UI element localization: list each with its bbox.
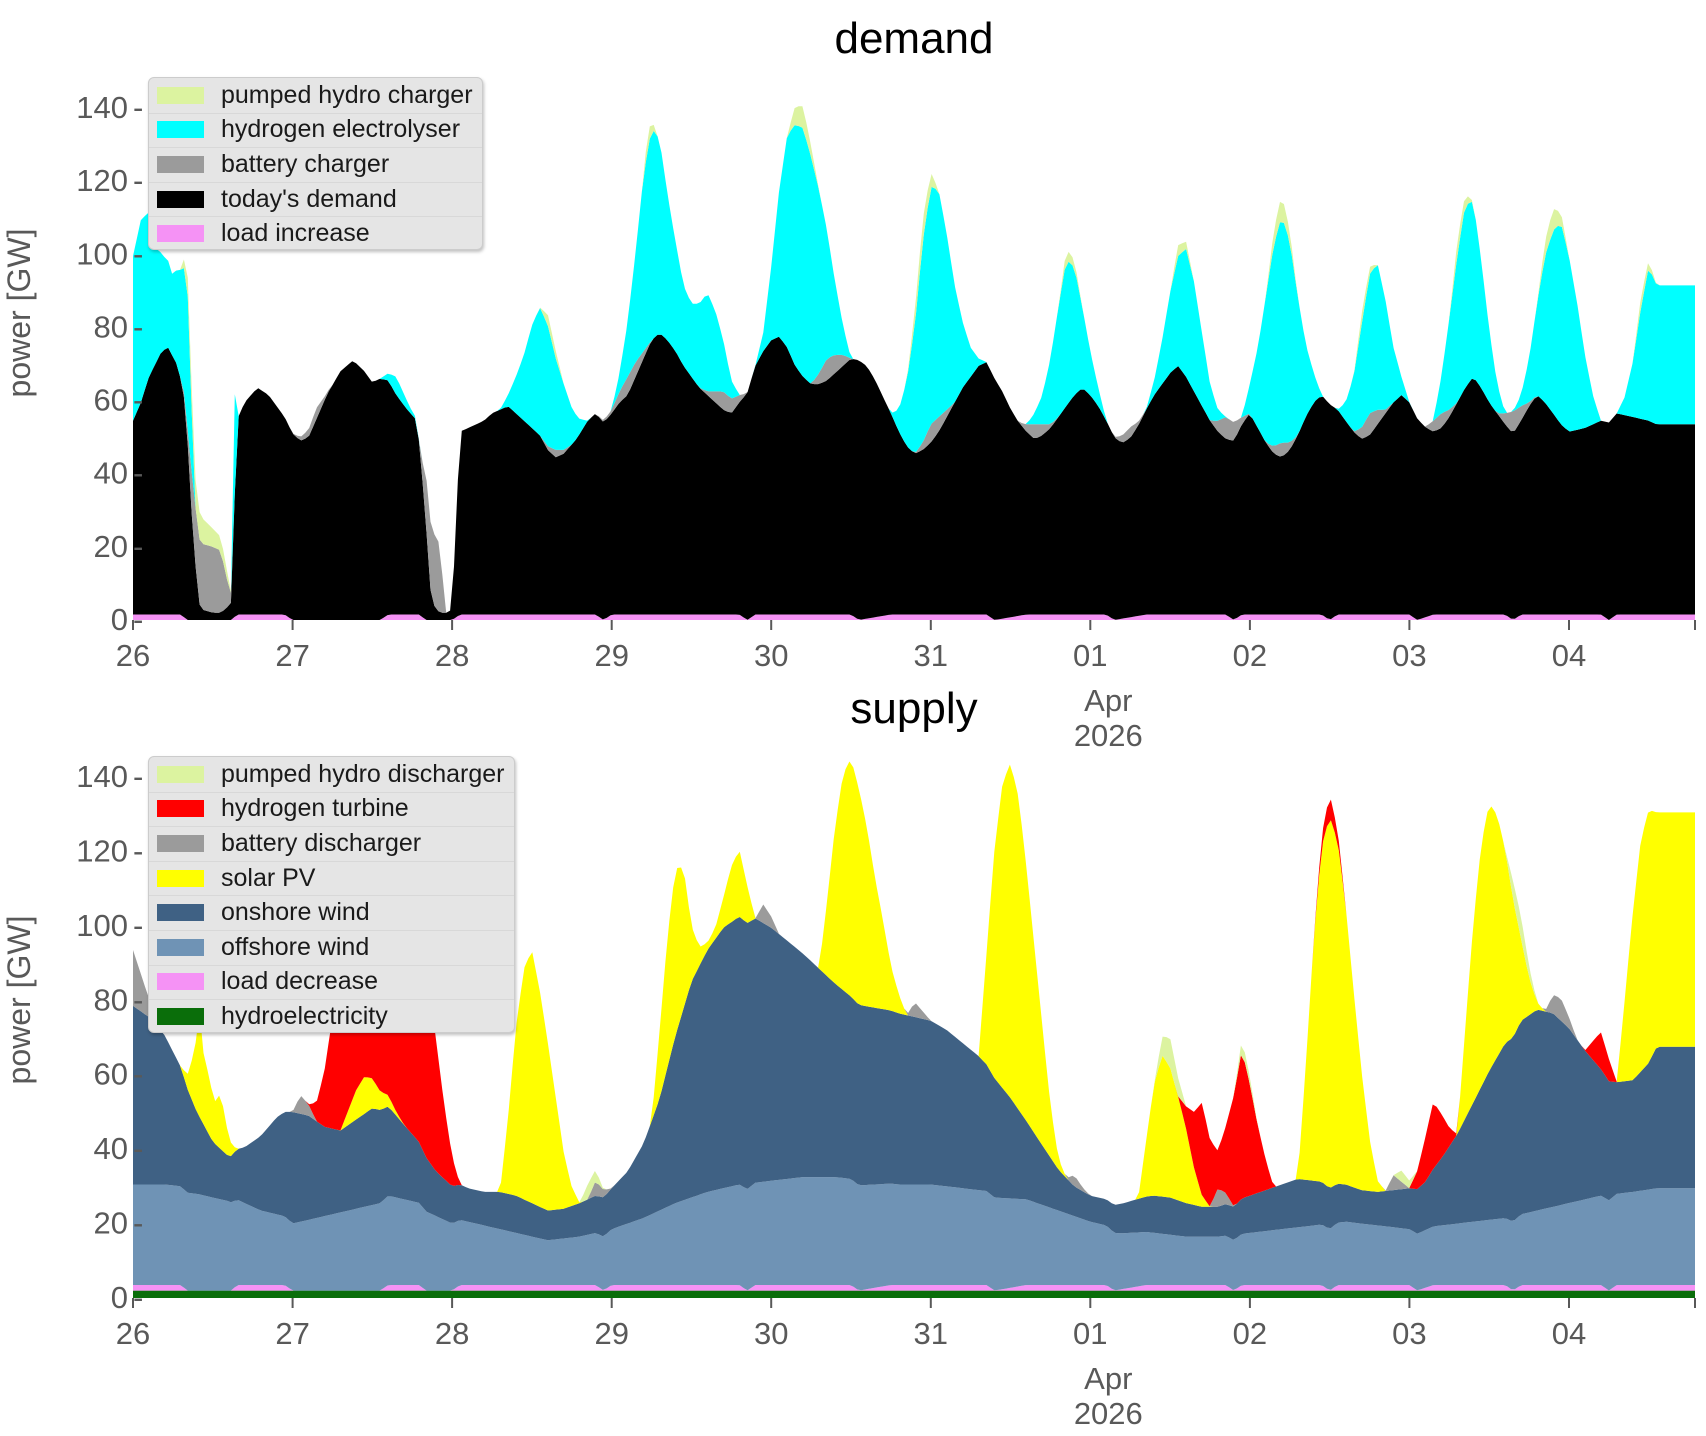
svg-text:02: 02 (1233, 1316, 1267, 1351)
svg-text:-: - (133, 529, 143, 564)
svg-text:-: - (133, 1280, 143, 1315)
svg-text:28: 28 (435, 1316, 469, 1351)
svg-text:26: 26 (116, 638, 150, 673)
svg-text:-: - (133, 1206, 143, 1241)
svg-text:04: 04 (1552, 638, 1586, 673)
svg-text:29: 29 (594, 1316, 628, 1351)
svg-text:27: 27 (275, 638, 309, 673)
svg-text:-: - (133, 456, 143, 491)
svg-text:-: - (133, 602, 143, 637)
svg-text:2026: 2026 (1074, 1396, 1143, 1431)
svg-text:Apr: Apr (1084, 1361, 1132, 1396)
svg-text:20: 20 (94, 1206, 128, 1241)
svg-text:-: - (133, 309, 143, 344)
svg-text:60: 60 (94, 383, 128, 418)
svg-text:2026: 2026 (1074, 718, 1143, 753)
svg-text:40: 40 (94, 1131, 128, 1166)
svg-text:Apr: Apr (1084, 683, 1132, 718)
svg-text:demand: demand (834, 14, 993, 63)
svg-text:120: 120 (76, 163, 128, 198)
svg-text:30: 30 (754, 638, 788, 673)
svg-text:80: 80 (94, 309, 128, 344)
svg-text:31: 31 (914, 638, 948, 673)
svg-text:-: - (133, 833, 143, 868)
svg-text:-: - (133, 759, 143, 794)
svg-text:03: 03 (1392, 1316, 1426, 1351)
svg-text:-: - (133, 383, 143, 418)
svg-text:140: 140 (76, 759, 128, 794)
svg-text:26: 26 (116, 1316, 150, 1351)
svg-text:0: 0 (111, 1280, 128, 1315)
svg-text:100: 100 (76, 908, 128, 943)
svg-text:03: 03 (1392, 638, 1426, 673)
svg-text:100: 100 (76, 236, 128, 271)
svg-text:0: 0 (111, 602, 128, 637)
svg-text:-: - (133, 1057, 143, 1092)
svg-text:01: 01 (1073, 1316, 1107, 1351)
svg-text:140: 140 (76, 90, 128, 125)
svg-text:power [GW]: power [GW] (1, 916, 37, 1085)
svg-text:30: 30 (754, 1316, 788, 1351)
svg-text:-: - (133, 1131, 143, 1166)
svg-text:20: 20 (94, 529, 128, 564)
svg-text:02: 02 (1233, 638, 1267, 673)
svg-text:-: - (133, 90, 143, 125)
svg-text:-: - (133, 908, 143, 943)
svg-text:-: - (133, 982, 143, 1017)
svg-text:04: 04 (1552, 1316, 1586, 1351)
svg-text:40: 40 (94, 456, 128, 491)
svg-text:80: 80 (94, 982, 128, 1017)
svg-text:01: 01 (1073, 638, 1107, 673)
svg-text:27: 27 (275, 1316, 309, 1351)
svg-text:120: 120 (76, 833, 128, 868)
svg-text:28: 28 (435, 638, 469, 673)
svg-text:power [GW]: power [GW] (1, 229, 37, 398)
svg-text:-: - (133, 236, 143, 271)
svg-text:31: 31 (914, 1316, 948, 1351)
svg-text:supply: supply (850, 684, 977, 733)
svg-text:-: - (133, 163, 143, 198)
svg-text:29: 29 (594, 638, 628, 673)
svg-text:60: 60 (94, 1057, 128, 1092)
